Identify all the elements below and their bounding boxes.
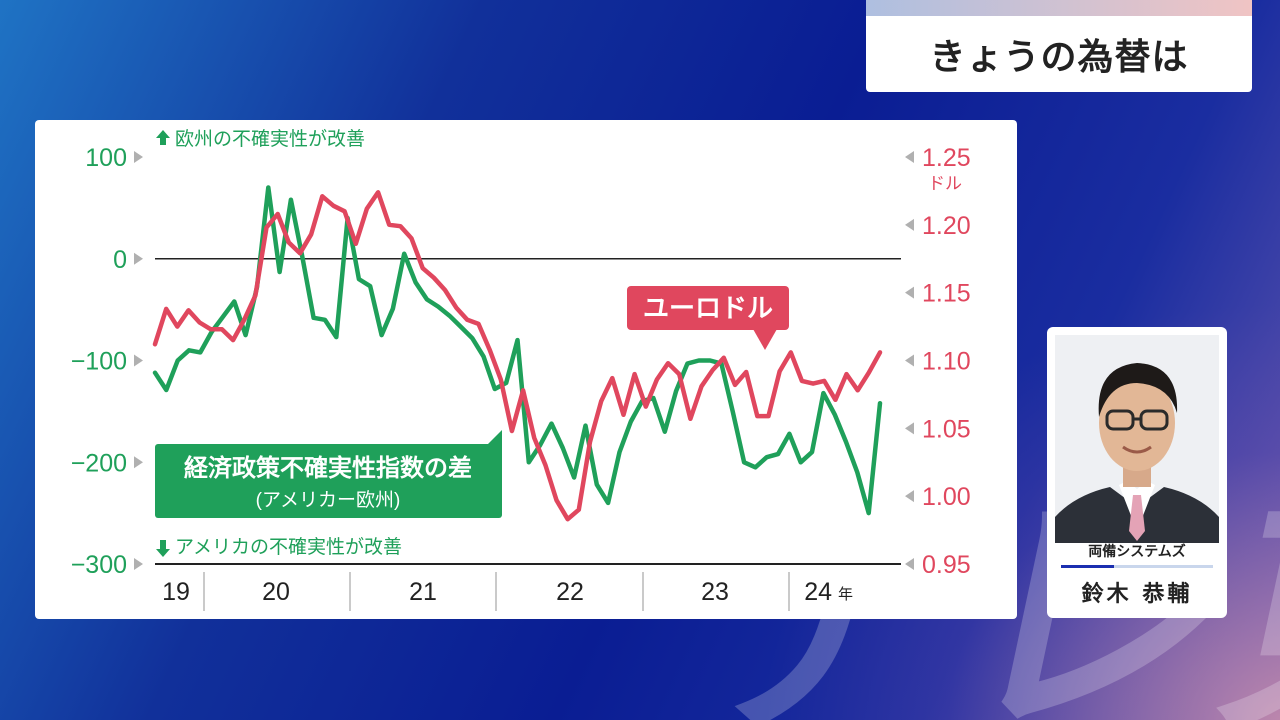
chart-card: 100 0 −100 −200 −300 1.25 1.20 1.15 1.10 1.05 1.0… (35, 120, 1017, 619)
x-tick-label: 20 (262, 578, 290, 606)
guest-photo (1055, 335, 1219, 543)
right-tick-label: 0.95 (922, 551, 971, 579)
left-tick-label: −100 (71, 348, 127, 376)
right-tick-label: 1.15 (922, 280, 971, 308)
tick-marker-icon (905, 286, 914, 299)
x-tick-label: 21 (409, 578, 437, 606)
red-series-name: ユーロドル (643, 293, 773, 323)
x-tick-label: 23 (701, 578, 729, 606)
tick-marker-icon (134, 252, 143, 265)
tick-marker-icon (134, 558, 143, 570)
left-tick-label: 100 (85, 144, 127, 172)
tick-marker-icon (905, 354, 914, 367)
bottom-note: アメリカの不確実性が改善 (175, 536, 402, 558)
green-series-sublabel: (アメリカー欧州) (256, 489, 401, 511)
tick-marker-icon (905, 490, 914, 503)
red-series-label: ユーロドル (627, 286, 789, 350)
segment-title: きょうの為替は (866, 16, 1252, 92)
left-axis: 100 0 −100 −200 −300 (71, 144, 143, 579)
title-accent-strip (866, 0, 1252, 16)
series-layer (152, 185, 883, 522)
x-axis: 19 20 21 22 23 24 年 (162, 572, 853, 611)
up-arrow-icon (156, 130, 170, 145)
right-tick-label: 1.20 (922, 212, 971, 240)
left-tick-label: 0 (113, 246, 127, 274)
tick-marker-icon (134, 456, 143, 469)
tick-marker-icon (905, 218, 914, 231)
right-tick-label: 1.05 (922, 415, 971, 443)
left-tick-label: −300 (71, 551, 127, 579)
x-tick-label: 19 (162, 578, 190, 606)
tick-marker-icon (134, 354, 143, 367)
x-tick-label: 22 (556, 578, 584, 606)
tick-marker-icon (905, 558, 914, 570)
tick-marker-icon (905, 422, 914, 435)
down-arrow-icon (156, 540, 170, 557)
green-series-label: 経済政策不確実性指数の差 (アメリカー欧州) (155, 430, 502, 518)
guest-company: 両備システムズ (1088, 544, 1186, 560)
year-suffix: 年 (838, 586, 853, 603)
tick-marker-icon (905, 151, 914, 163)
right-axis-unit: ドル (928, 174, 962, 193)
guest-card: 両備システムズ 鈴木 恭輔 (1047, 327, 1227, 618)
right-tick-label: 1.10 (922, 348, 971, 376)
right-tick-label: 1.00 (922, 483, 971, 511)
chart-svg: 100 0 −100 −200 −300 1.25 1.20 1.15 1.10 1.05 1.0… (71, 128, 971, 611)
green-series-name: 経済政策不確実性指数の差 (184, 454, 472, 482)
tick-marker-icon (134, 151, 143, 163)
x-tick-label: 24 (804, 578, 832, 606)
right-axis: 1.25 1.20 1.15 1.10 1.05 1.00 0.95 (905, 144, 971, 579)
name-divider (1061, 565, 1213, 568)
right-tick-label: 1.25 (922, 144, 971, 172)
uncertainty-index-line (152, 185, 883, 516)
left-tick-label: −200 (71, 449, 127, 477)
eurusd-line (152, 190, 883, 522)
top-note: 欧州の不確実性が改善 (175, 128, 365, 150)
guest-name: 鈴木 恭輔 (1081, 582, 1193, 607)
